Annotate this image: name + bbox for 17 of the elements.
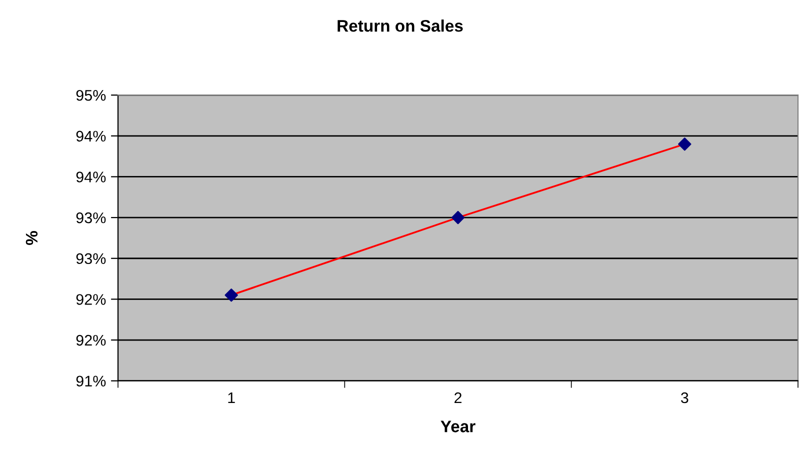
y-tick-label: 92% xyxy=(76,294,106,305)
point xyxy=(224,288,238,302)
y-tick-label: 93% xyxy=(76,253,106,264)
y-axis-title: % xyxy=(26,230,38,245)
y-tick-label: 95% xyxy=(76,90,106,101)
y-tick-label: 93% xyxy=(76,212,106,224)
y-tick-label: 91% xyxy=(76,376,106,387)
x-axis-title: Year xyxy=(440,420,476,432)
chart-title: Return on Sales xyxy=(338,20,463,32)
y-tick-label: 94% xyxy=(76,172,106,182)
x-tick-label: 2 xyxy=(454,392,462,404)
y-tick-label: 94% xyxy=(76,130,106,142)
y-tick-label: 92% xyxy=(76,334,106,346)
point xyxy=(678,137,692,151)
x-tick-label: 3 xyxy=(681,392,688,404)
x-tick-label: 1 xyxy=(228,392,235,404)
point xyxy=(451,210,465,224)
